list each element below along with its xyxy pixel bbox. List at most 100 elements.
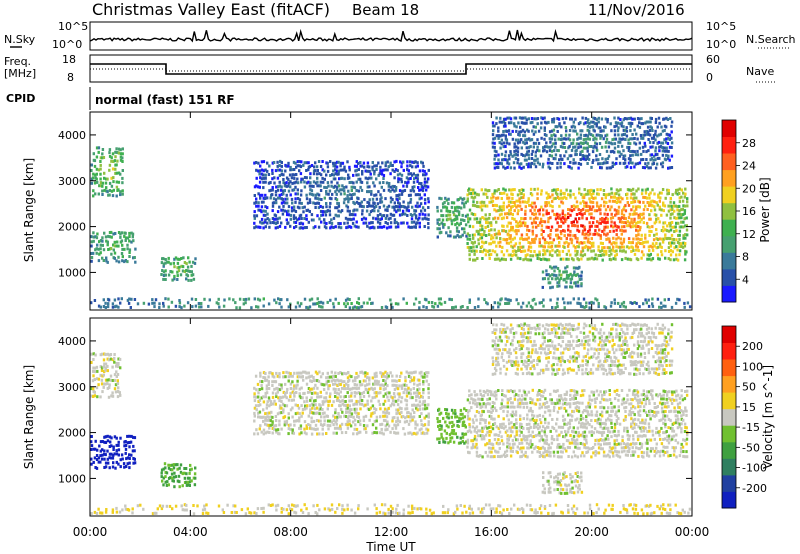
range-gate-cell — [92, 235, 95, 239]
range-gate-cell — [402, 297, 405, 301]
range-gate-cell — [259, 380, 262, 383]
range-gate-cell — [436, 235, 439, 239]
range-gate-cell — [523, 200, 527, 204]
range-gate-cell — [622, 157, 625, 160]
range-gate-cell — [334, 371, 337, 375]
range-gate-cell — [459, 196, 462, 200]
range-gate-cell — [449, 217, 452, 221]
range-gate-cell — [567, 257, 570, 261]
range-gate-cell — [543, 148, 546, 152]
range-gate-cell — [104, 306, 107, 309]
range-gate-cell — [554, 125, 557, 129]
range-gate-cell — [321, 210, 325, 214]
range-gate-cell — [481, 398, 484, 401]
range-gate-cell — [663, 146, 666, 150]
range-gate-cell — [258, 169, 262, 173]
range-gate-cell — [326, 209, 330, 213]
range-gate-cell — [513, 204, 517, 207]
range-gate-cell — [360, 204, 364, 208]
range-gate-cell — [167, 256, 170, 260]
range-gate-cell — [273, 399, 276, 403]
range-gate-cell — [475, 410, 479, 413]
range-gate-cell — [427, 197, 430, 201]
range-gate-cell — [185, 277, 188, 281]
colorbar-segment — [722, 285, 736, 303]
range-gate-cell — [346, 302, 349, 306]
range-gate-cell — [639, 212, 642, 216]
range-gate-cell — [350, 189, 353, 192]
range-gate-cell — [683, 195, 686, 199]
range-gate-cell — [599, 241, 603, 245]
range-gate-cell — [312, 180, 316, 184]
range-gate-cell — [475, 245, 478, 249]
range-gate-cell — [300, 414, 303, 418]
range-gate-cell — [287, 398, 291, 402]
range-gate-cell — [627, 203, 631, 207]
range-gate-cell — [667, 136, 670, 140]
range-gate-cell — [484, 226, 487, 229]
range-gate-cell — [661, 146, 664, 149]
range-gate-cell — [373, 407, 376, 411]
range-gate-cell — [192, 476, 196, 480]
range-gate-cell — [466, 213, 469, 217]
range-gate-cell — [680, 208, 683, 212]
range-gate-cell — [305, 399, 309, 403]
range-gate-cell — [581, 157, 584, 161]
range-gate-cell — [269, 181, 272, 184]
range-gate-cell — [355, 220, 358, 224]
range-gate-cell — [405, 403, 408, 407]
range-gate-cell — [424, 407, 427, 411]
range-gate-cell — [675, 221, 678, 225]
range-gate-cell — [389, 212, 393, 216]
range-gate-cell — [260, 387, 264, 391]
range-gate-cell — [593, 117, 597, 120]
range-gate-cell — [529, 162, 532, 166]
range-gate-cell — [552, 133, 556, 137]
range-gate-cell — [103, 370, 106, 373]
range-gate-cell — [379, 200, 382, 204]
range-gate-cell — [613, 116, 616, 120]
range-gate-cell — [619, 140, 622, 144]
range-gate-cell — [321, 411, 324, 415]
range-gate-cell — [590, 249, 593, 253]
range-gate-cell — [539, 258, 543, 261]
range-gate-cell — [666, 142, 670, 145]
range-gate-cell — [319, 395, 323, 399]
range-gate-cell — [466, 242, 469, 245]
range-gate-cell — [90, 256, 94, 259]
range-gate-cell — [462, 197, 466, 201]
range-gate-cell — [593, 257, 597, 261]
range-gate-cell — [538, 301, 541, 305]
range-gate-cell — [564, 133, 568, 137]
range-gate-cell — [187, 483, 190, 487]
range-gate-cell — [173, 257, 176, 261]
range-gate-cell — [271, 221, 275, 224]
range-gate-cell — [502, 224, 505, 228]
range-gate-cell — [581, 213, 584, 217]
range-gate-cell — [556, 276, 559, 280]
range-gate-cell — [445, 209, 448, 213]
range-gate-cell — [615, 249, 618, 253]
range-gate-cell — [591, 134, 595, 138]
range-gate-cell — [556, 192, 559, 196]
range-gate-cell — [329, 174, 332, 177]
range-gate-cell — [110, 159, 113, 163]
range-gate-cell — [576, 228, 579, 232]
range-gate-cell — [511, 129, 514, 133]
range-gate-cell — [274, 226, 277, 230]
range-gate-cell — [670, 141, 674, 145]
range-gate-cell — [660, 162, 663, 166]
range-gate-cell — [277, 297, 280, 301]
range-gate-cell — [288, 173, 292, 177]
range-gate-cell — [665, 125, 668, 129]
range-gate-cell — [337, 222, 340, 225]
range-gate-cell — [516, 150, 520, 154]
range-gate-cell — [653, 192, 656, 196]
range-gate-cell — [567, 216, 570, 219]
range-gate-cell — [664, 304, 667, 308]
range-gate-cell — [416, 394, 419, 398]
range-gate-cell — [575, 142, 579, 146]
range-gate-cell — [113, 251, 117, 255]
range-gate-cell — [613, 150, 616, 154]
echo-region-1 — [90, 434, 137, 470]
